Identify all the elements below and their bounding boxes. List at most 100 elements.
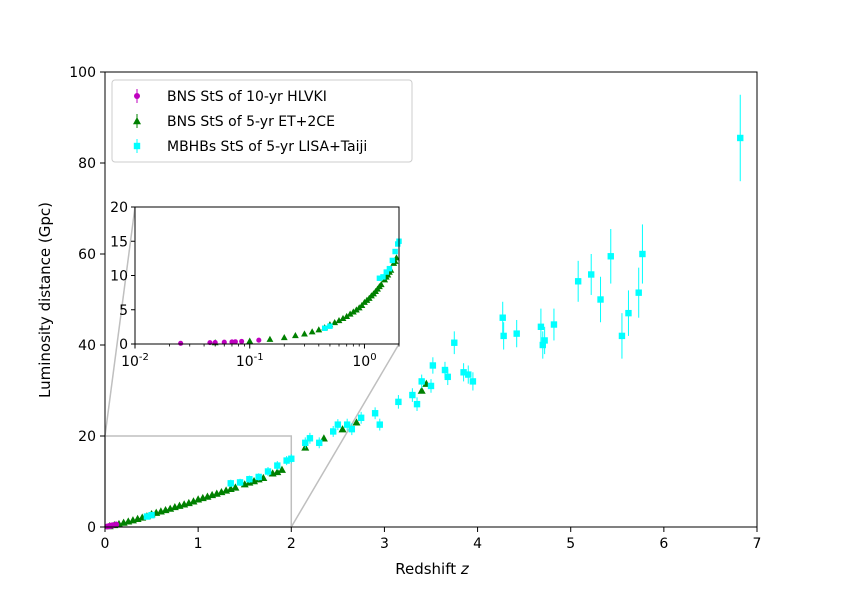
square-data-point xyxy=(625,309,632,317)
y-tick-label: 20 xyxy=(78,429,96,445)
x-tick-label: 3 xyxy=(380,536,389,552)
inset-y-tick-label: 0 xyxy=(119,337,128,353)
square-data-point xyxy=(148,511,155,519)
square-data-point xyxy=(330,428,337,435)
triangle-data-point xyxy=(346,310,354,317)
x-tick-label: 2 xyxy=(287,536,296,552)
square-data-point xyxy=(537,323,545,330)
square-data-point xyxy=(376,275,383,281)
square-data-point xyxy=(460,369,467,376)
square-data-point xyxy=(444,373,451,381)
inset-x-tick-label: 10-2 xyxy=(121,352,149,370)
circle-data-point xyxy=(256,337,262,343)
triangle-data-point xyxy=(352,306,360,313)
square-data-point xyxy=(357,414,365,421)
y-tick-label: 100 xyxy=(69,65,96,81)
square-data-point xyxy=(550,321,558,328)
square-data-point xyxy=(618,332,626,340)
square-data-point xyxy=(429,362,437,369)
square-data-point xyxy=(413,400,421,408)
triangle-data-point xyxy=(133,117,141,125)
square-data-point xyxy=(635,289,642,296)
zoom-connector-line xyxy=(290,343,400,528)
triangle-data-point xyxy=(231,483,240,491)
circle-data-point xyxy=(232,339,238,345)
square-data-point xyxy=(383,269,390,275)
square-data-point xyxy=(255,473,262,481)
circle-data-point xyxy=(239,338,245,344)
square-data-point xyxy=(500,332,507,340)
triangle-data-point xyxy=(240,480,249,488)
triangle-data-point xyxy=(189,497,198,505)
square-data-point xyxy=(389,257,396,264)
triangle-data-point xyxy=(339,314,347,322)
square-data-point xyxy=(236,479,244,486)
inset-background xyxy=(135,207,399,344)
triangle-data-point xyxy=(301,330,308,337)
square-data-point xyxy=(306,435,314,442)
zoom-region-box xyxy=(104,435,293,528)
triangle-data-point xyxy=(417,386,426,394)
triangle-data-point xyxy=(315,326,323,333)
x-tick-label: 5 xyxy=(566,536,575,552)
square-data-point xyxy=(607,253,614,260)
square-data-point xyxy=(574,278,582,285)
x-tick-label: 6 xyxy=(659,536,668,552)
square-data-point xyxy=(327,323,333,329)
square-data-point xyxy=(321,325,328,331)
square-data-point xyxy=(386,265,393,272)
legend: BNS StS of 10-yr HLVKI BNS StS of 5-yr ET… xyxy=(111,79,413,163)
square-data-point xyxy=(274,462,281,469)
square-data-point xyxy=(588,271,595,278)
inset-y-tick-label: 20 xyxy=(110,200,128,216)
triangle-data-point xyxy=(358,301,366,309)
y-tick-label: 0 xyxy=(87,520,96,536)
square-data-point xyxy=(418,378,425,385)
x-tick-label: 7 xyxy=(753,536,762,552)
inset-y-tick-label: 15 xyxy=(110,234,128,250)
circle-data-point xyxy=(178,340,184,346)
triangle-data-point xyxy=(246,337,254,344)
square-data-point xyxy=(392,248,398,255)
legend-frame xyxy=(111,79,413,163)
square-data-point xyxy=(451,339,458,346)
triangle-data-point xyxy=(335,316,343,324)
main-axes-frame xyxy=(104,71,758,528)
square-data-point xyxy=(343,421,351,428)
inset-x-tick-label: 10-1 xyxy=(236,352,264,370)
triangle-data-point xyxy=(273,467,282,476)
inset-plot-marks xyxy=(178,238,402,346)
square-data-point xyxy=(133,142,141,150)
triangle-data-point xyxy=(349,308,357,315)
triangle-data-point xyxy=(266,335,274,342)
square-data-point xyxy=(465,371,472,378)
inset-axis-ticks: 0 5 10 15 20 10-2 10-1 100 xyxy=(110,200,400,370)
triangle-data-point xyxy=(377,281,385,288)
triangle-data-point xyxy=(343,312,351,319)
triangle-data-point xyxy=(331,319,339,326)
square-data-point xyxy=(143,513,151,520)
square-data-point xyxy=(380,274,386,280)
legend-label: MBHBs StS of 5-yr LISA+Taiji xyxy=(167,139,367,155)
square-data-point xyxy=(441,366,449,374)
square-data-point xyxy=(427,382,435,390)
square-data-point xyxy=(371,410,379,417)
inset-y-tick-label: 5 xyxy=(119,303,128,319)
main-plot-marks xyxy=(104,94,744,530)
triangle-data-point xyxy=(291,332,299,339)
legend-label: BNS StS of 5-yr ET+2CE xyxy=(167,114,335,130)
square-data-point xyxy=(513,330,520,337)
square-data-point xyxy=(639,250,646,258)
square-data-point xyxy=(302,439,309,447)
square-data-point xyxy=(409,391,416,399)
triangle-data-point xyxy=(308,328,316,335)
circle-data-point xyxy=(113,521,120,528)
square-data-point xyxy=(288,455,295,462)
x-tick-label: 0 xyxy=(101,536,110,552)
square-data-point xyxy=(348,425,356,433)
circle-data-point xyxy=(134,93,140,99)
square-data-point xyxy=(539,341,546,349)
